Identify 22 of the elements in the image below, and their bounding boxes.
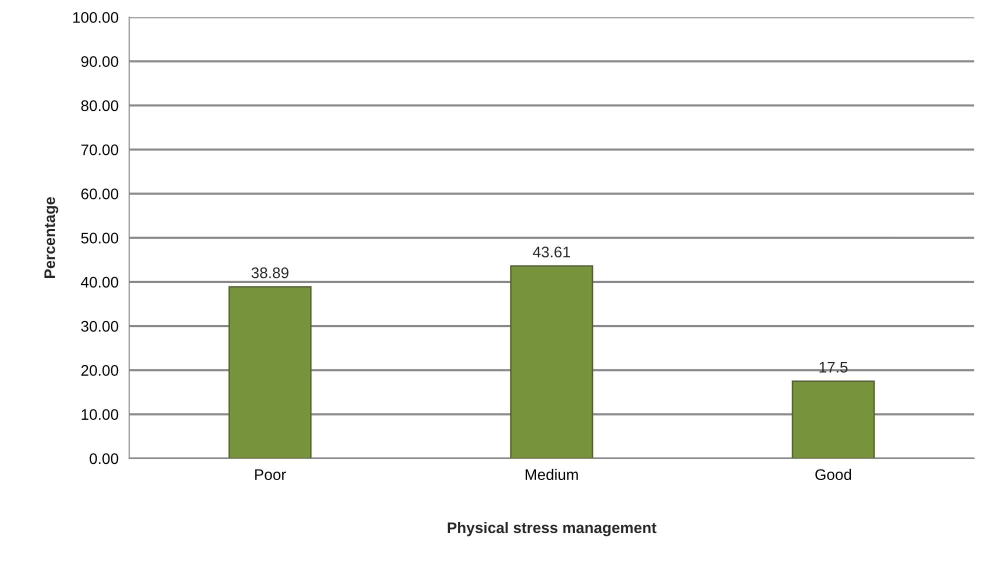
data-label: 43.61 bbox=[532, 246, 570, 258]
y-tick-label: 50.00 bbox=[81, 232, 118, 244]
x-tick-label: Good bbox=[815, 468, 852, 480]
y-tick-label: 60.00 bbox=[81, 188, 118, 200]
y-tick-label: 90.00 bbox=[81, 56, 118, 67]
x-tick-label: Poor bbox=[255, 469, 286, 480]
y-tick-label: 40.00 bbox=[80, 276, 118, 288]
bar bbox=[792, 380, 875, 458]
data-label: 17.5 bbox=[820, 362, 848, 373]
bar bbox=[228, 286, 312, 458]
x-tick-label: Medium bbox=[526, 468, 578, 480]
y-tick-label: 0.00 bbox=[90, 453, 118, 464]
x-axis-title: Physical stress management bbox=[448, 522, 656, 536]
y-tick-label: 100.00 bbox=[73, 12, 118, 23]
y-tick-label: 80.00 bbox=[81, 100, 118, 112]
y-tick-label: 70.00 bbox=[81, 144, 118, 156]
bar bbox=[510, 265, 594, 458]
y-tick-label: 10.00 bbox=[82, 409, 118, 420]
data-label: 38.89 bbox=[252, 267, 288, 278]
y-axis-title: Percentage bbox=[44, 197, 58, 278]
y-tick-label: 20.00 bbox=[81, 365, 118, 376]
y-tick-label: 30.00 bbox=[81, 320, 118, 332]
